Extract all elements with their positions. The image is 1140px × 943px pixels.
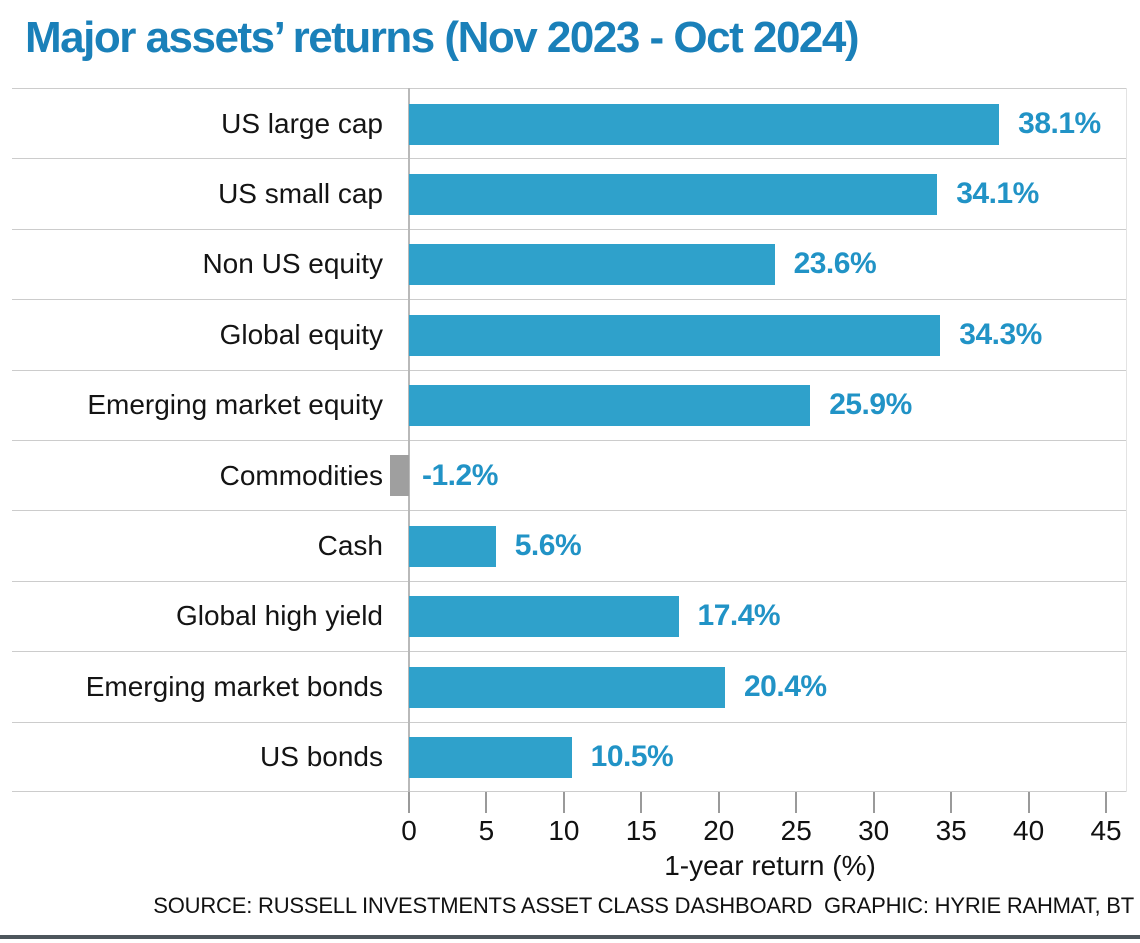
bar-area: 17.4% bbox=[409, 582, 1126, 651]
axis-tick-label: 5 bbox=[478, 814, 495, 846]
bar-area: 5.6% bbox=[409, 511, 1126, 580]
chart-title: Major assets’ returns (Nov 2023 - Oct 20… bbox=[25, 13, 860, 62]
bar bbox=[409, 737, 572, 779]
axis-tick-label: 0 bbox=[401, 814, 417, 846]
axis-tick bbox=[1027, 791, 1030, 813]
bar bbox=[409, 525, 496, 567]
source-credit: SOURCE: RUSSELL INVESTMENTS ASSET CLASS … bbox=[153, 892, 1134, 918]
category-label: Global high yield bbox=[175, 600, 383, 632]
category-label: Emerging market bonds bbox=[85, 670, 383, 702]
category-label: Cash bbox=[317, 530, 383, 562]
axis-tick-label: 40 bbox=[1013, 814, 1045, 846]
bar-area: 20.4% bbox=[409, 652, 1126, 721]
x-axis: 0 5 10 15 20 25 30 35 40 45 bbox=[12, 791, 1127, 850]
bar-area: 25.9% bbox=[409, 371, 1126, 440]
axis-tick-label: 20 bbox=[703, 814, 735, 846]
value-label: -1.2% bbox=[422, 458, 498, 492]
axis-tick-label: 30 bbox=[858, 814, 890, 846]
negative-bar bbox=[390, 455, 409, 497]
x-axis-label: 1-year return (%) bbox=[664, 849, 876, 881]
value-label: 20.4% bbox=[743, 669, 827, 703]
chart-row: US large cap 38.1% bbox=[12, 88, 1126, 158]
bar-area: 34.3% bbox=[409, 300, 1126, 369]
chart-row: Emerging market equity 25.9% bbox=[12, 369, 1126, 440]
chart-row: US small cap 34.1% bbox=[12, 158, 1126, 228]
category-label: US small cap bbox=[218, 178, 383, 210]
axis-tick bbox=[485, 791, 488, 813]
axis-tick-label: 35 bbox=[935, 814, 967, 846]
bar bbox=[409, 173, 938, 215]
bar-area: -1.2% bbox=[390, 441, 1126, 510]
axis-tick bbox=[717, 791, 720, 813]
chart-row: Global high yield 17.4% bbox=[12, 580, 1126, 651]
chart-row: US bonds 10.5% bbox=[12, 721, 1126, 792]
category-label: Commodities bbox=[219, 459, 383, 491]
category-label: US large cap bbox=[221, 107, 383, 139]
axis-tick bbox=[950, 791, 953, 813]
bar bbox=[409, 314, 941, 356]
chart-row: Commodities -1.2% bbox=[12, 439, 1126, 510]
category-label: Emerging market equity bbox=[87, 389, 383, 421]
bar bbox=[409, 666, 725, 708]
bar-area: 38.1% bbox=[409, 89, 1126, 158]
category-label: Global equity bbox=[219, 318, 383, 350]
value-label: 34.3% bbox=[959, 317, 1042, 351]
axis-tick-label: 10 bbox=[548, 814, 580, 846]
chart-row: Global equity 34.3% bbox=[12, 299, 1126, 369]
chart-row: Cash 5.6% bbox=[12, 510, 1126, 580]
chart-header: Major assets’ returns (Nov 2023 - Oct 20… bbox=[0, 0, 1140, 88]
value-label: 23.6% bbox=[793, 247, 877, 281]
axis-tick bbox=[795, 791, 798, 813]
category-label: US bonds bbox=[260, 740, 383, 772]
axis-tick-label: 15 bbox=[625, 814, 657, 846]
value-label: 34.1% bbox=[956, 177, 1039, 211]
value-label: 10.5% bbox=[590, 739, 674, 773]
bottom-rule bbox=[0, 935, 1140, 939]
value-label: 17.4% bbox=[697, 599, 781, 633]
category-label: Non US equity bbox=[202, 248, 383, 280]
value-label: 38.1% bbox=[1018, 106, 1101, 140]
bar-area: 34.1% bbox=[409, 159, 1126, 228]
axis-tick bbox=[562, 791, 565, 813]
bar-area: 23.6% bbox=[409, 230, 1126, 299]
axis-tick bbox=[640, 791, 643, 813]
zero-gridline bbox=[408, 88, 410, 792]
plot-area: US large cap 38.1% US small cap 34.1% Non US… bbox=[12, 88, 1127, 792]
axis-tick-label: 45 bbox=[1090, 814, 1122, 846]
axis-tick bbox=[408, 791, 410, 813]
bar-area: 10.5% bbox=[409, 723, 1126, 791]
chart-row: Non US equity 23.6% bbox=[12, 228, 1126, 299]
bar bbox=[409, 596, 679, 638]
bar bbox=[409, 103, 1000, 145]
axis-tick-label: 25 bbox=[780, 814, 812, 846]
axis-tick bbox=[1105, 791, 1108, 813]
value-label: 5.6% bbox=[514, 529, 582, 563]
chart-row: Emerging market bonds 20.4% bbox=[12, 651, 1126, 721]
bar bbox=[409, 385, 811, 427]
axis-tick bbox=[872, 791, 875, 813]
bar bbox=[409, 244, 775, 286]
value-label: 25.9% bbox=[829, 388, 912, 422]
